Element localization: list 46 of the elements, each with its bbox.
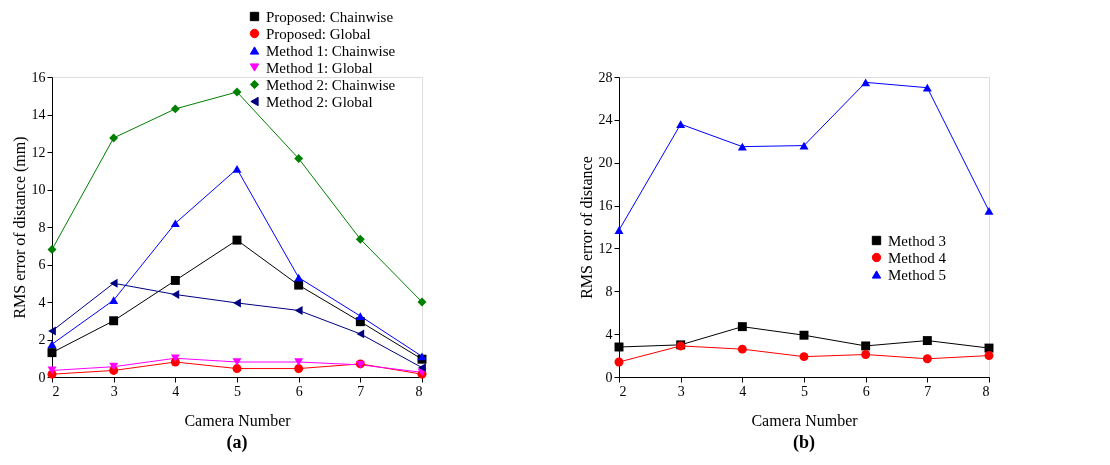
x-tick-label: 4 [739, 383, 747, 399]
y-tick-label: 24 [598, 112, 613, 128]
x-tick-label: 6 [862, 383, 870, 399]
y-tick-label: 14 [31, 107, 46, 122]
y-tick-label: 12 [31, 144, 46, 160]
y-tick-label: 10 [31, 182, 46, 197]
y-tick-label: 8 [605, 283, 613, 299]
x-tick-label: 6 [295, 383, 303, 399]
legend-label: Method 2: Chainwise [266, 76, 396, 93]
y-axis-title: RMS error of distance [577, 156, 595, 299]
legend-label: Method 4 [888, 249, 947, 266]
y-axis-title: RMS error of distance (mm) [10, 136, 29, 319]
y-tick-label: 20 [598, 155, 613, 171]
legend-label: Proposed: Chainwise [266, 8, 394, 25]
x-axis-title: Camera Number [751, 411, 859, 429]
legend-label: Method 1: Chainwise [266, 42, 396, 59]
x-tick-label: 5 [234, 383, 241, 399]
x-tick-label: 8 [982, 383, 990, 399]
y-tick-label: 8 [38, 219, 46, 235]
x-tick-label: 7 [924, 383, 932, 399]
legend-label: Method 1: Global [266, 59, 373, 76]
legend-label: Method 2: Global [266, 93, 373, 110]
legend-label: Proposed: Global [266, 25, 371, 42]
x-tick-label: 5 [801, 383, 808, 399]
y-tick-label: 2 [38, 332, 46, 347]
y-tick-label: 4 [38, 294, 46, 310]
text: (b) [793, 432, 815, 453]
text: (a) [226, 432, 248, 453]
x-axis-title: Camera Number [184, 411, 292, 429]
y-tick-label: 16 [598, 198, 613, 214]
y-tick-label: 4 [605, 326, 613, 342]
x-tick-label: 2 [619, 383, 627, 399]
y-tick-label: 6 [38, 257, 46, 272]
y-tick-label: 16 [31, 69, 46, 85]
x-tick-label: 2 [52, 383, 60, 399]
y-tick-label: 28 [598, 69, 613, 85]
legend-label: Method 3 [888, 232, 946, 249]
y-tick-label: 12 [598, 240, 613, 256]
x-tick-label: 8 [415, 383, 423, 399]
x-tick-label: 3 [677, 383, 685, 399]
x-tick-label: 4 [172, 383, 180, 399]
y-tick-label: 0 [605, 369, 613, 385]
x-tick-label: 3 [110, 383, 118, 399]
x-tick-label: 7 [357, 383, 365, 399]
legend-label: Method 5 [888, 266, 946, 283]
y-tick-label: 0 [38, 369, 46, 385]
